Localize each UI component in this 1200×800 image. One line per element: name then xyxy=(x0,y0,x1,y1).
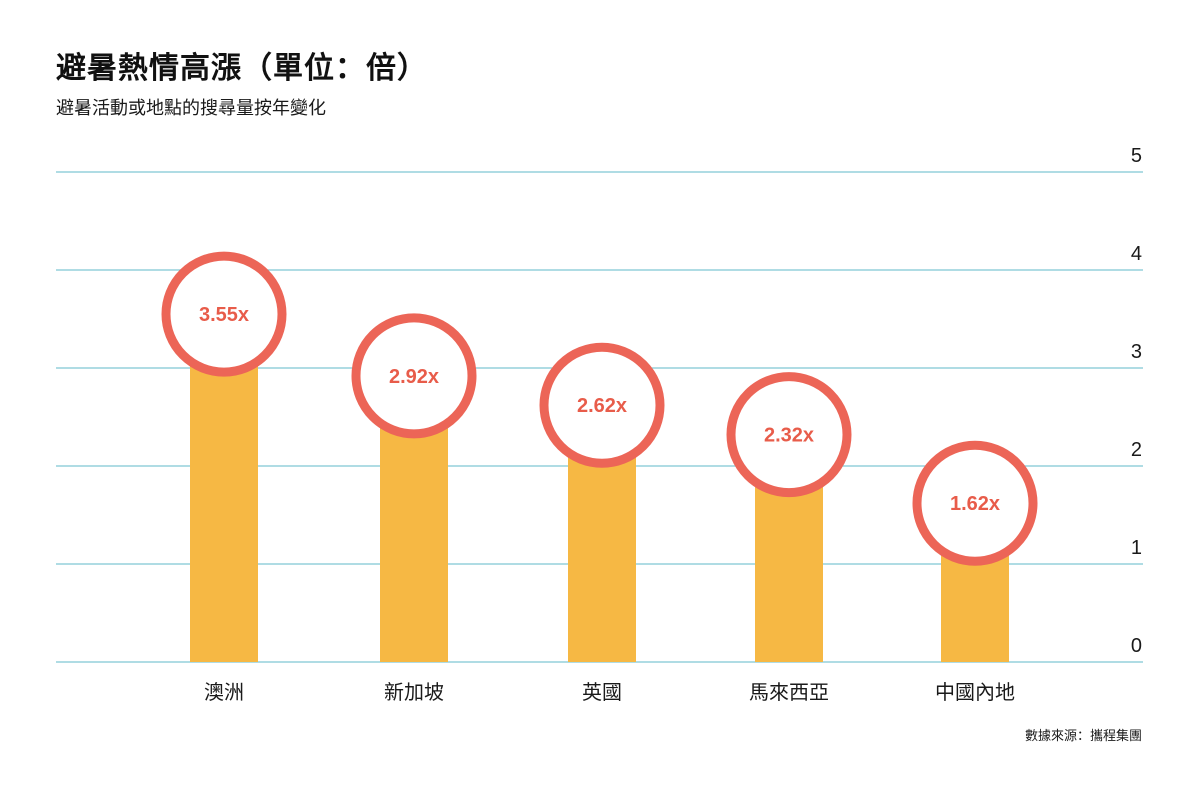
y-tick-label: 2 xyxy=(1131,439,1142,461)
value-circle xyxy=(161,251,287,377)
y-tick-label: 4 xyxy=(1131,243,1142,265)
category-label: 新加坡 xyxy=(384,680,444,704)
chart-subtitle: 避暑活動或地點的搜尋量按年變化 xyxy=(56,98,326,119)
data-label: 1.62x xyxy=(950,493,1000,515)
data-source: 數據來源：攜程集團 xyxy=(1024,729,1142,744)
value-circle xyxy=(912,440,1038,566)
value-circle xyxy=(539,342,665,468)
data-label: 2.92x xyxy=(389,366,439,388)
chart-title: 避暑熱情高漲（單位：倍） xyxy=(56,51,428,86)
data-label: 2.32x xyxy=(764,425,814,447)
category-label: 馬來西亞 xyxy=(749,680,829,704)
y-tick-label: 1 xyxy=(1131,537,1142,559)
y-tick-label: 3 xyxy=(1131,341,1142,363)
y-tick-label: 0 xyxy=(1131,635,1142,657)
data-label: 3.55x xyxy=(199,304,249,326)
value-circle xyxy=(351,313,477,439)
category-label: 澳洲 xyxy=(204,680,244,704)
category-label: 英國 xyxy=(582,680,622,704)
value-circle xyxy=(726,372,852,498)
category-label: 中國內地 xyxy=(935,680,1015,704)
data-label: 2.62x xyxy=(577,395,627,417)
y-tick-label: 5 xyxy=(1131,145,1142,167)
